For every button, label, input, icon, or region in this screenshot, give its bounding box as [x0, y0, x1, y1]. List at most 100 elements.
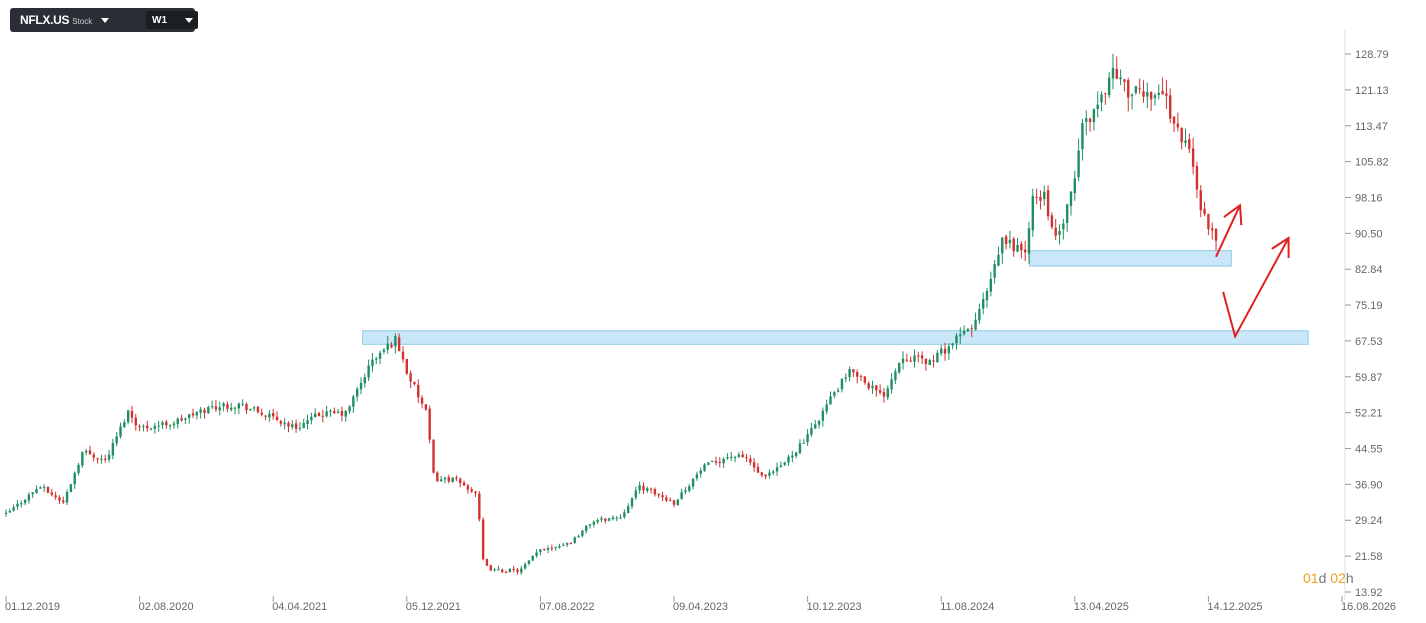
candle-body: [920, 355, 924, 359]
candle-body: [489, 565, 492, 571]
candle-body: [917, 355, 920, 357]
candle-body: [798, 443, 802, 454]
candle-body: [474, 491, 477, 494]
candle-body: [1134, 86, 1138, 93]
candle-body: [718, 462, 722, 464]
candle-body: [569, 542, 573, 544]
price-tick-label: 105.82: [1355, 157, 1389, 169]
candle-body: [58, 497, 61, 501]
countdown-days: 01: [1303, 570, 1319, 586]
candle-body: [62, 500, 65, 503]
candle-body: [1180, 127, 1183, 143]
candle-body: [821, 410, 825, 421]
candle-body: [207, 407, 210, 414]
candle-body: [1023, 249, 1027, 253]
candle-body: [119, 426, 122, 437]
price-axis: 128.79 121.13 113.47 105.82 98.16 90.50 82.84 7…: [1345, 49, 1389, 599]
candle-body: [65, 492, 69, 503]
support-zone: [1029, 250, 1232, 267]
candle-body: [88, 450, 92, 455]
candle-body: [581, 530, 584, 536]
candle-body: [936, 352, 939, 363]
candle-body: [73, 472, 76, 485]
candle-body: [1146, 91, 1149, 97]
candle-body: [252, 407, 256, 409]
candle-body: [806, 434, 809, 443]
candle-body: [802, 442, 805, 444]
candle-body: [768, 472, 771, 476]
candle-body: [302, 423, 305, 428]
candle-body: [749, 458, 752, 463]
candle-body: [1096, 104, 1099, 109]
candle-body: [661, 495, 664, 498]
candle-body: [668, 500, 672, 502]
candle-body: [382, 349, 386, 352]
arrowhead-icon: [1223, 203, 1243, 226]
candle-body: [1027, 228, 1031, 254]
candle-body: [1088, 118, 1092, 122]
candle-body: [96, 458, 99, 460]
symbol-dropdown-chevron-icon[interactable]: [101, 17, 110, 23]
candle-body: [485, 559, 489, 566]
price-tick-label: 75.19: [1355, 300, 1383, 312]
candle-body: [104, 458, 107, 460]
candle-body: [310, 416, 313, 421]
candle-body: [69, 484, 73, 493]
candle-body: [1107, 77, 1111, 96]
candle-body: [413, 382, 416, 385]
candle-body: [459, 479, 462, 484]
candle-body: [1199, 190, 1202, 211]
candle-body: [287, 422, 290, 427]
candle-body: [554, 547, 557, 549]
candle-body: [978, 309, 981, 321]
candle-body: [268, 413, 271, 418]
candle-body: [1214, 228, 1218, 241]
time-tick-label: 07.08.2022: [539, 601, 594, 613]
candle-body: [1043, 191, 1046, 200]
timeframe-select[interactable]: W1: [146, 11, 198, 29]
price-tick-label: 128.79: [1355, 49, 1389, 61]
candle-body: [630, 498, 634, 507]
price-tick-label: 44.55: [1355, 444, 1383, 456]
time-tick-label: 16.08.2026: [1341, 601, 1396, 613]
countdown-hours-unit: h: [1345, 570, 1354, 586]
candle-body: [997, 254, 1000, 266]
candle-body: [77, 464, 80, 474]
candle-body: [1008, 239, 1012, 244]
candle-body: [317, 412, 321, 417]
symbol-name[interactable]: NFLX.US: [20, 13, 70, 27]
candle-body: [588, 524, 592, 526]
candle-body: [772, 471, 775, 473]
candle-body: [871, 385, 874, 389]
candle-body: [340, 411, 344, 416]
candle-body: [508, 568, 512, 572]
candle-body: [1054, 227, 1057, 236]
candle-body: [890, 379, 893, 390]
candle-body: [390, 344, 393, 348]
candle-body: [298, 427, 302, 429]
candle-body: [741, 454, 744, 457]
candle-body: [92, 454, 95, 458]
candle-body: [1165, 93, 1168, 96]
candle-body: [359, 382, 363, 390]
candle-body: [817, 421, 821, 425]
candle-body: [165, 421, 168, 426]
candle-body: [294, 423, 298, 429]
candle-body: [233, 407, 237, 409]
candle-body: [951, 343, 954, 346]
candle-body: [710, 460, 714, 462]
candle-body: [733, 457, 737, 459]
candle-body: [1020, 243, 1023, 251]
candle-body: [218, 407, 221, 411]
candle-body: [691, 478, 695, 487]
candle-body: [1092, 109, 1096, 123]
candle-body: [1123, 79, 1126, 82]
candle-body: [940, 348, 943, 354]
candle-body: [344, 410, 347, 417]
candle-body: [558, 545, 561, 548]
candle-body: [726, 457, 729, 459]
projection-arrow-line: [1215, 204, 1241, 258]
candle-body: [615, 517, 618, 519]
candle-countdown: 01d 02h: [1303, 570, 1354, 586]
